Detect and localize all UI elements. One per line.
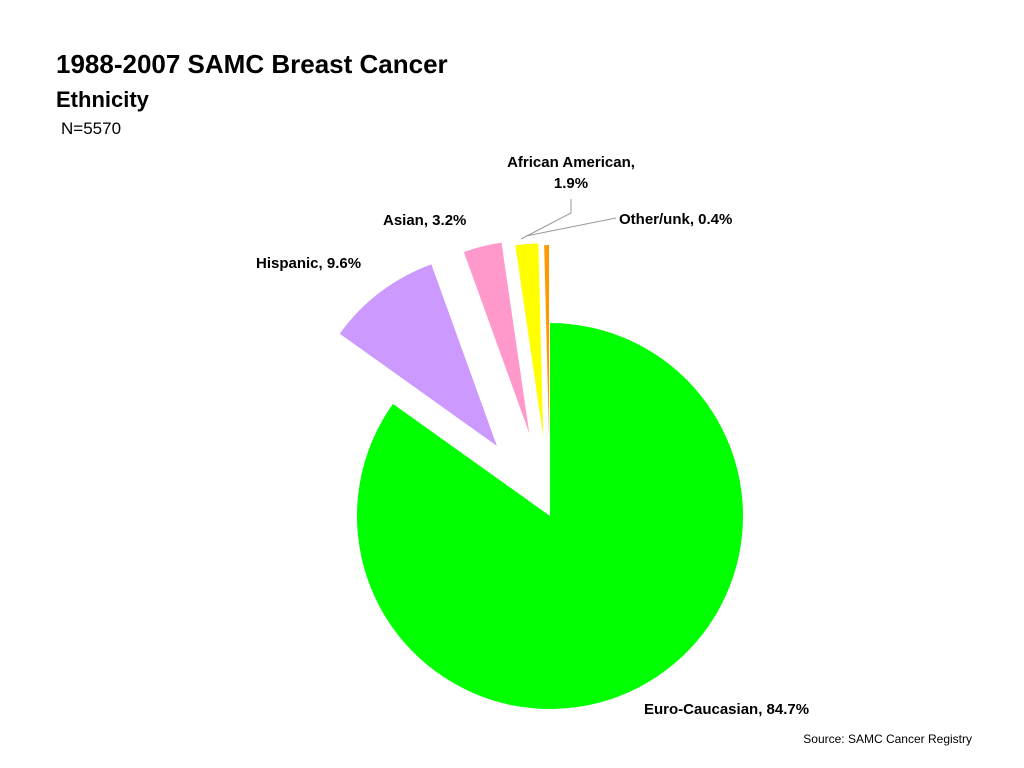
- slice-label-line: African American,: [507, 154, 635, 171]
- pie-slice-african-american: [515, 243, 544, 437]
- slice-label: African American, 1.9%: [507, 154, 635, 192]
- slice-label-line: Other/unk, 0.4%: [619, 211, 732, 228]
- pie-slice-hispanic: [339, 264, 497, 446]
- slice-label-line: 1.9%: [554, 175, 588, 192]
- pie-slice-euro-caucasian: [357, 323, 743, 709]
- chart-subtitle: Ethnicity: [56, 87, 149, 112]
- pie-slice-asian: [463, 242, 530, 434]
- slice-label: Hispanic, 9.6%: [256, 255, 361, 272]
- slice-label-line: Euro-Caucasian, 84.7%: [644, 701, 809, 718]
- slice-label-line: Asian, 3.2%: [383, 212, 466, 229]
- pie-slice-other-unk: [544, 245, 550, 439]
- source-note: Source: SAMC Cancer Registry: [803, 732, 972, 746]
- leader-line: [525, 217, 617, 237]
- sample-size-note: N=5570: [61, 119, 122, 138]
- leader-line: [520, 199, 572, 240]
- slice-label: Euro-Caucasian, 84.7%: [644, 701, 809, 718]
- slice-label: Asian, 3.2%: [383, 212, 466, 229]
- slice-label-line: Hispanic, 9.6%: [256, 255, 361, 272]
- slice-label: Other/unk, 0.4%: [619, 211, 732, 228]
- chart-title: 1988-2007 SAMC Breast Cancer: [56, 49, 448, 79]
